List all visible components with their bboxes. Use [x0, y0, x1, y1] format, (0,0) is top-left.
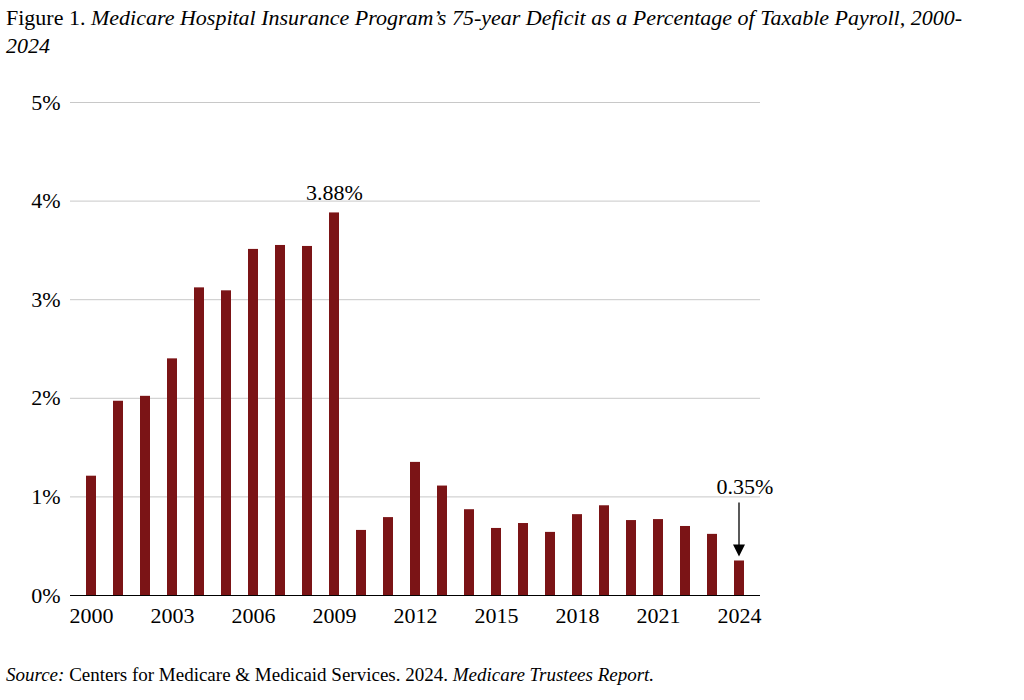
svg-text:2006: 2006: [232, 603, 276, 628]
svg-text:2003: 2003: [151, 603, 195, 628]
svg-text:2024: 2024: [718, 603, 762, 628]
svg-text:2018: 2018: [556, 603, 600, 628]
svg-text:5%: 5%: [31, 90, 60, 115]
svg-text:0.35%: 0.35%: [717, 474, 774, 499]
svg-text:2000: 2000: [70, 603, 114, 628]
svg-text:4%: 4%: [31, 188, 60, 213]
svg-text:2009: 2009: [313, 603, 357, 628]
svg-text:1%: 1%: [31, 484, 60, 509]
svg-text:2021: 2021: [637, 603, 681, 628]
html-text:Source: Centers for Medicare &: Source: Centers for Medicare & Medicaid …: [6, 664, 655, 685]
svg-text:3.88%: 3.88%: [306, 180, 363, 205]
svg-text:2%: 2%: [31, 385, 60, 410]
svg-text:3%: 3%: [31, 287, 60, 312]
svg-text:0%: 0%: [31, 583, 60, 608]
html-text:Figure 1. Medicare Hospital In: Figure 1. Medicare Hospital Insurance Pr…: [6, 5, 963, 58]
svg-text:2012: 2012: [394, 603, 438, 628]
svg-text:2015: 2015: [475, 603, 519, 628]
